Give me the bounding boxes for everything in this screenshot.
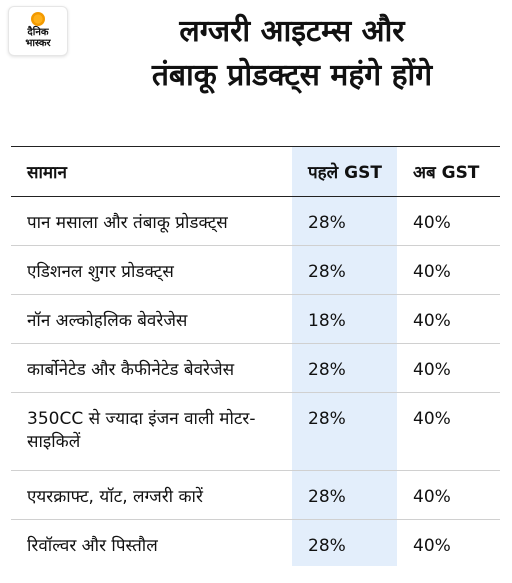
item-cell: एयरक्राफ्ट, यॉट, लग्जरी कारें	[11, 470, 292, 520]
before-gst-cell: 28%	[292, 470, 397, 520]
item-cell: एडिशनल शुगर प्रोडक्ट्स	[11, 245, 292, 295]
item-cell: 350CC से ज्यादा इंजन वाली मोटर-साइकिलें	[11, 392, 292, 471]
gst-table: सामान पहले GST अब GST पान मसाला और तंबाक…	[11, 146, 500, 566]
table-row: पान मसाला और तंबाकू प्रोडक्ट्स 28% 40%	[11, 196, 500, 246]
column-header-now: अब GST	[397, 146, 500, 197]
table-row: एयरक्राफ्ट, यॉट, लग्जरी कारें 28% 40%	[11, 470, 500, 520]
item-cell: कार्बोनेटेड और कैफीनेटेड बेवरेजेस	[11, 343, 292, 393]
brand-logo: दैनिक भास्कर	[8, 6, 68, 56]
before-gst-cell: 28%	[292, 519, 397, 566]
sun-icon	[31, 12, 45, 26]
before-gst-cell: 18%	[292, 294, 397, 344]
now-gst-cell: 40%	[413, 536, 451, 556]
logo-text-line1: दैनिक	[27, 27, 49, 38]
now-gst-cell: 40%	[397, 392, 500, 471]
now-gst-cell: 40%	[397, 470, 500, 520]
table-row: कार्बोनेटेड और कैफीनेटेड बेवरेजेस 28% 40…	[11, 343, 500, 393]
item-cell: नॉन अल्कोहलिक बेवरेजेस	[11, 294, 292, 344]
table-row: रिवॉल्वर और पिस्तौल 28% 40%	[11, 519, 500, 566]
table-row: 350CC से ज्यादा इंजन वाली मोटर-साइकिलें …	[11, 392, 500, 471]
table-row: नॉन अल्कोहलिक बेवरेजेस 18% 40%	[11, 294, 500, 344]
before-gst-cell: 28%	[292, 392, 397, 471]
column-header-item: सामान	[11, 146, 292, 197]
page-title: लग्जरी आइटम्स और तंबाकू प्रोडक्ट्स महंगे…	[78, 10, 506, 98]
title-line-1: लग्जरी आइटम्स और	[179, 14, 405, 49]
column-header-before: पहले GST	[292, 146, 397, 197]
before-gst-cell: 28%	[292, 245, 397, 295]
now-gst-cell: 40%	[397, 196, 500, 246]
item-cell: रिवॉल्वर और पिस्तौल	[27, 536, 158, 556]
now-gst-cell: 40%	[397, 245, 500, 295]
table-header-row: सामान पहले GST अब GST	[11, 146, 500, 197]
item-cell: पान मसाला और तंबाकू प्रोडक्ट्स	[11, 196, 292, 246]
now-gst-cell: 40%	[397, 343, 500, 393]
logo-text-line2: भास्कर	[25, 38, 51, 49]
now-gst-cell: 40%	[397, 294, 500, 344]
before-gst-cell: 28%	[292, 343, 397, 393]
table-row: एडिशनल शुगर प्रोडक्ट्स 28% 40%	[11, 245, 500, 295]
title-line-2: तंबाकू प्रोडक्ट्स महंगे होंगे	[151, 58, 433, 93]
before-gst-cell: 28%	[292, 196, 397, 246]
